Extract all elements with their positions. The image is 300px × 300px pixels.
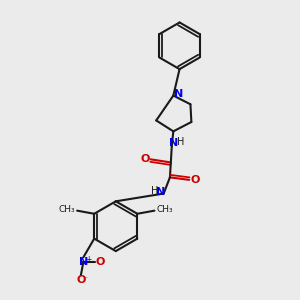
- Text: O: O: [76, 275, 86, 285]
- Text: N: N: [79, 257, 88, 267]
- Text: H: H: [177, 137, 185, 147]
- Text: CH₃: CH₃: [58, 205, 75, 214]
- Text: O: O: [190, 175, 200, 185]
- Text: +: +: [85, 255, 92, 264]
- Text: O: O: [95, 257, 105, 267]
- Text: N: N: [174, 89, 184, 99]
- Text: CH₃: CH₃: [157, 205, 174, 214]
- Text: H: H: [151, 186, 159, 197]
- Text: N: N: [169, 138, 178, 148]
- Text: N: N: [156, 187, 165, 197]
- Text: O: O: [140, 154, 150, 164]
- Text: ⁻: ⁻: [83, 274, 88, 283]
